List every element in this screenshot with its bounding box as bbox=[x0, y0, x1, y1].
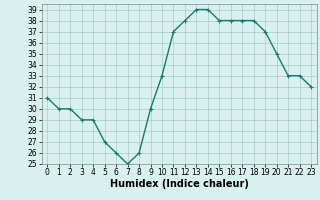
X-axis label: Humidex (Indice chaleur): Humidex (Indice chaleur) bbox=[110, 179, 249, 189]
